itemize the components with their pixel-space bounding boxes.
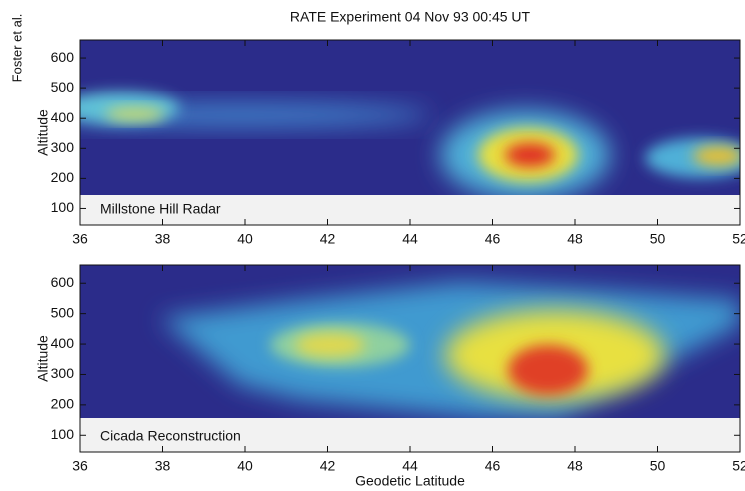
x-tick-label: 50	[650, 458, 666, 474]
x-tick-label: 40	[237, 231, 253, 247]
y-axis-label: Altitude	[35, 109, 51, 156]
chart-title: RATE Experiment 04 Nov 93 00:45 UT	[290, 9, 531, 25]
annotation: Cicada Reconstruction	[100, 428, 241, 444]
x-tick-label: 44	[402, 458, 418, 474]
x-tick-label: 48	[567, 458, 583, 474]
heatmap-image	[50, 40, 745, 225]
y-tick-label: 600	[51, 274, 75, 290]
x-axis-label: Geodetic Latitude	[355, 473, 465, 489]
x-tick-label: 36	[72, 458, 88, 474]
x-tick-label: 38	[155, 231, 171, 247]
x-tick-label: 42	[320, 458, 336, 474]
x-tick-label: 44	[402, 231, 418, 247]
y-tick-label: 200	[51, 169, 75, 185]
y-tick-label: 100	[51, 199, 75, 215]
annotation: Millstone Hill Radar	[100, 201, 221, 217]
y-axis-label: Altitude	[35, 335, 51, 382]
x-tick-label: 40	[237, 458, 253, 474]
y-tick-label: 600	[51, 49, 75, 65]
y-tick-label: 100	[51, 426, 75, 442]
x-tick-label: 38	[155, 458, 171, 474]
x-tick-label: 46	[485, 231, 501, 247]
heatmap-image	[80, 265, 740, 452]
y-tick-label: 300	[51, 365, 75, 381]
figure: Foster et al. RATE Experiment 04 Nov 93 …	[0, 0, 745, 491]
y-tick-label: 400	[51, 109, 75, 125]
side-label: Foster et al.	[9, 14, 24, 83]
x-tick-label: 36	[72, 231, 88, 247]
x-tick-label: 46	[485, 458, 501, 474]
x-tick-label: 50	[650, 231, 666, 247]
y-tick-label: 500	[51, 79, 75, 95]
x-tick-label: 48	[567, 231, 583, 247]
y-tick-label: 300	[51, 139, 75, 155]
x-tick-label: 52	[732, 231, 745, 247]
y-tick-label: 400	[51, 335, 75, 351]
y-tick-label: 500	[51, 304, 75, 320]
x-tick-label: 52	[732, 458, 745, 474]
x-tick-label: 42	[320, 231, 336, 247]
y-tick-label: 200	[51, 396, 75, 412]
